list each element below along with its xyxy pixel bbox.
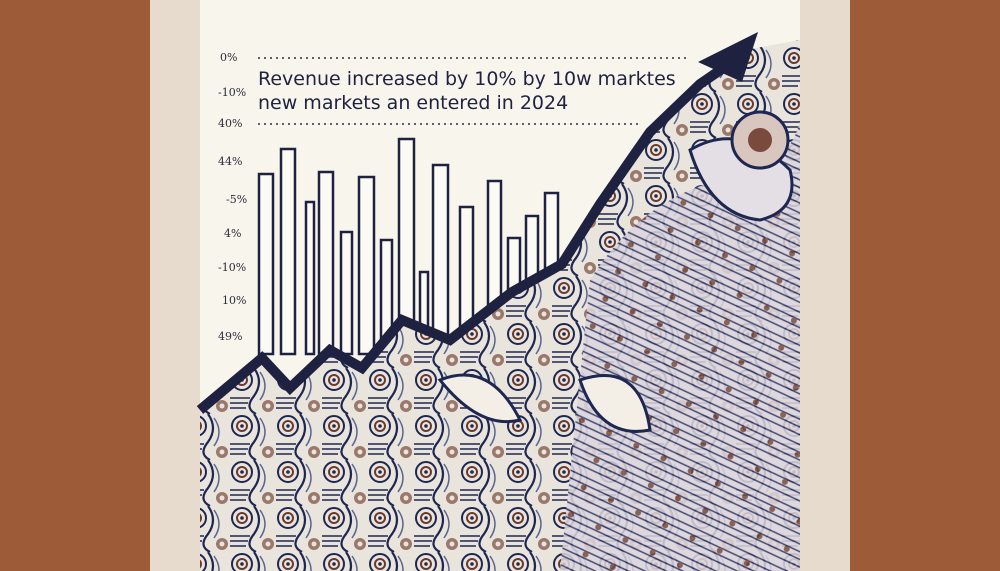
bar-shape xyxy=(279,147,297,356)
bar-shape xyxy=(317,170,335,356)
doodle-area xyxy=(560,120,800,571)
caption-line: Revenue increased by 10% by 10w marktes xyxy=(258,68,676,90)
bar-shape xyxy=(431,163,450,356)
axis-label: 40% xyxy=(218,117,242,130)
arrow-head xyxy=(698,32,758,82)
caption-line: new markets an entered in 2024 xyxy=(258,92,568,114)
axis-label: 10% xyxy=(222,294,246,307)
bar-shape xyxy=(257,172,275,356)
axis-label: 49% xyxy=(218,330,242,343)
axis-labels: 0% -10% 40% 44% -5% 4% -10% 10% 49% xyxy=(218,51,247,343)
doodle-shape xyxy=(748,128,772,152)
axis-label: -10% xyxy=(218,86,246,99)
axis-label: 44% xyxy=(218,155,242,168)
axis-label: -10% xyxy=(218,261,246,274)
right-band xyxy=(850,0,1000,571)
bar-shape xyxy=(339,230,354,356)
doodle-shape xyxy=(437,373,523,424)
bars xyxy=(257,137,560,356)
left-band xyxy=(0,0,150,571)
bar-shape xyxy=(357,175,376,356)
doodle-shape xyxy=(578,374,652,433)
axis-label: -5% xyxy=(226,193,247,206)
trend-arrow xyxy=(196,53,741,414)
bar-shape xyxy=(304,200,316,356)
axis-label: 0% xyxy=(220,51,237,64)
axis-label: 4% xyxy=(224,227,241,240)
